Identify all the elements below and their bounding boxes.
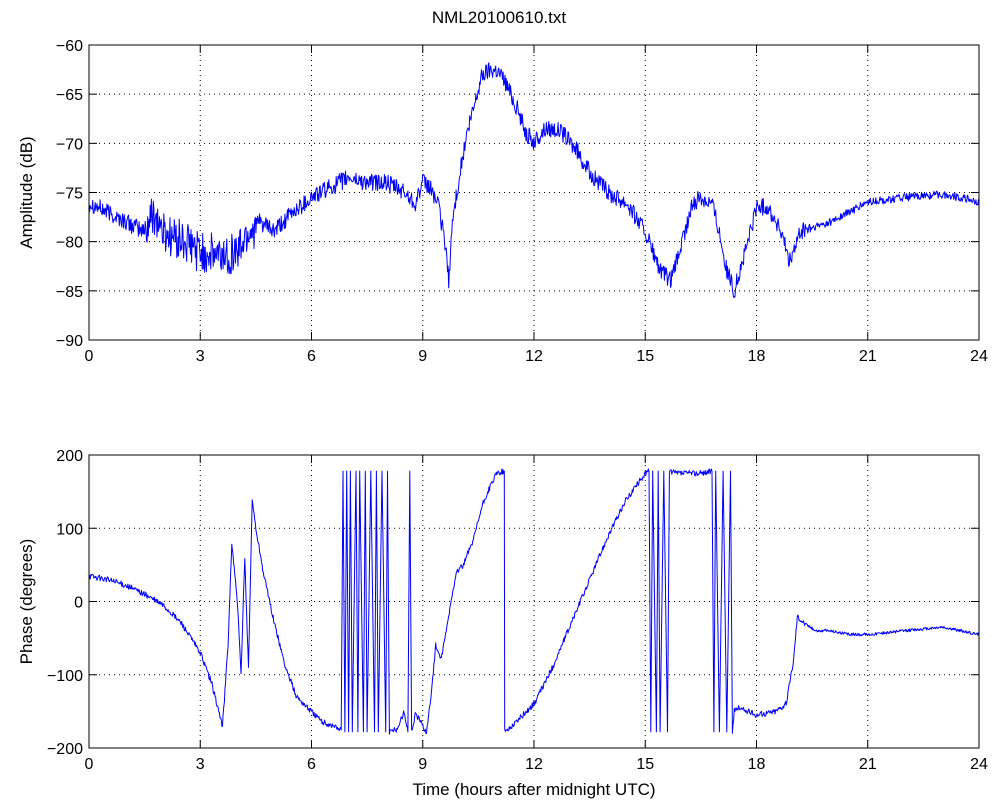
x-tick-label: 15 [636,756,654,773]
y-axis-label: Phase (degrees) [17,539,36,665]
x-tick-label: 6 [307,348,316,365]
x-tick-label: 6 [307,756,316,773]
chart-panel-amplitude: 0 3 6 9 12 15 18 21 24 −90 −85 −80 −75 −70 −65 −60 Ampli… [17,38,988,365]
x-tick-label: 21 [859,348,877,365]
data-series-line [88,468,980,735]
x-tick-label: 21 [859,756,877,773]
x-tick-label: 9 [418,348,427,365]
x-tick-label: 18 [748,348,766,365]
y-tick-label: −100 [47,668,83,685]
x-tick-label: 12 [525,756,543,773]
y-tick-label: −80 [56,235,83,252]
x-tick-label: 9 [418,756,427,773]
x-tick-label: 24 [970,756,988,773]
y-tick-label: −200 [47,741,83,758]
y-axis-label: Amplitude (dB) [17,136,36,248]
y-tick-label: −90 [56,333,83,350]
y-tick-label: −65 [56,87,83,104]
x-tick-label: 3 [196,348,205,365]
x-tick-label: 15 [636,348,654,365]
y-tick-label: −85 [56,284,83,301]
x-tick-label: 0 [85,756,94,773]
x-tick-label: 12 [525,348,543,365]
y-tick-label: 100 [56,521,83,538]
y-tick-label: −75 [56,186,83,203]
figure-title: NML20100610.txt [431,8,567,27]
x-tick-label: 24 [970,348,988,365]
x-tick-label: 0 [85,348,94,365]
x-axis-label: Time (hours after midnight UTC) [412,780,655,799]
y-tick-label: −60 [56,38,83,55]
x-tick-label: 18 [748,756,766,773]
y-tick-label: 200 [56,448,83,465]
x-tick-label: 3 [196,756,205,773]
chart-panel-phase: 0 3 6 9 12 15 18 21 24 −200 −100 0 100 200 Phase (degr… [17,448,988,799]
data-series-line [88,62,980,298]
y-tick-label: −70 [56,136,83,153]
y-tick-label: 0 [74,595,83,612]
